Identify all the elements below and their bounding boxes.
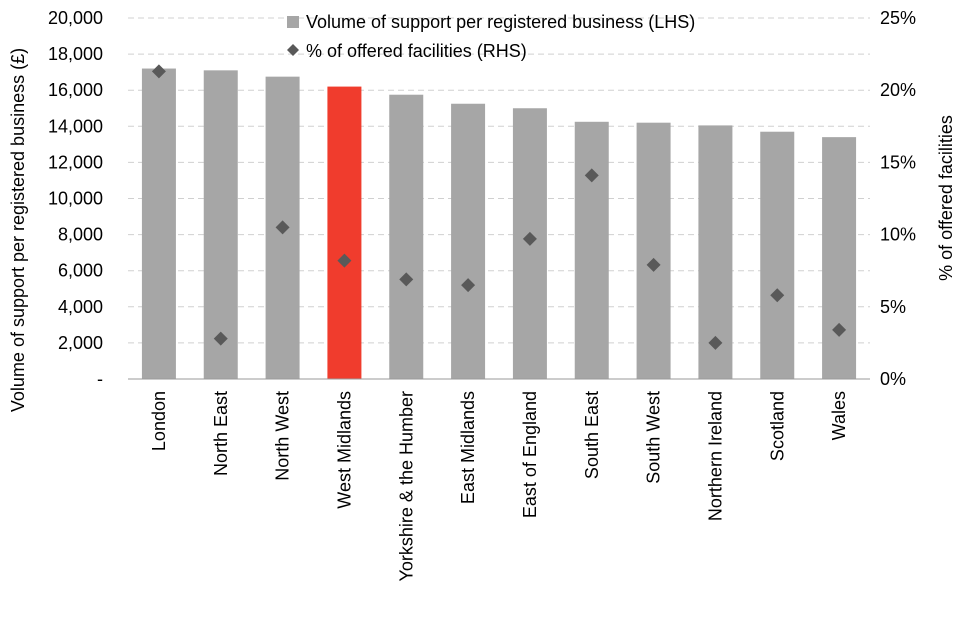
bar — [636, 122, 671, 379]
y-tick-label-right: 10% — [880, 225, 916, 245]
legend-swatch-diamond — [287, 44, 299, 56]
x-tick-label: East Midlands — [458, 391, 478, 504]
x-tick-label: North East — [211, 391, 231, 476]
category-labels: London North East North West West Midlands Y… — [149, 391, 849, 581]
right-ticks: 0% 5% 10% 15% 20% 25% — [880, 8, 916, 389]
x-tick-label: Northern Ireland — [705, 391, 725, 521]
legend-swatch-bar — [287, 16, 299, 28]
y-axis-title-right: % of offered facilities — [936, 115, 956, 281]
y-tick-label-left: 10,000 — [48, 189, 103, 209]
data-point — [399, 272, 414, 287]
bar — [760, 131, 795, 379]
y-tick-label-left: 2,000 — [58, 333, 103, 353]
data-point — [646, 257, 661, 272]
data-point — [461, 278, 476, 293]
data-point — [213, 331, 228, 346]
x-tick-label: North West — [273, 391, 293, 481]
bar — [574, 121, 609, 379]
x-tick-label: Yorkshire & the Humber — [396, 391, 416, 581]
data-point — [832, 322, 847, 337]
y-axis-title-left: Volume of support per registered busines… — [8, 48, 28, 412]
points — [151, 64, 847, 350]
y-tick-label-left: 8,000 — [58, 225, 103, 245]
y-tick-label-left: - — [97, 369, 103, 389]
y-tick-label-right: 5% — [880, 297, 906, 317]
y-tick-label-right: 20% — [880, 80, 916, 100]
gridlines — [128, 17, 870, 344]
legend-label-scatter: % of offered facilities (RHS) — [306, 41, 527, 61]
y-tick-label-left: 12,000 — [48, 152, 103, 172]
bar — [203, 70, 238, 379]
x-tick-label: South East — [582, 391, 602, 479]
y-tick-label-right: 15% — [880, 152, 916, 172]
x-tick-label: East of England — [520, 391, 540, 518]
data-point — [337, 253, 352, 268]
x-tick-label: Scotland — [767, 391, 787, 461]
legend-label-bar: Volume of support per registered busines… — [306, 12, 695, 32]
y-tick-label-left: 4,000 — [58, 297, 103, 317]
x-tick-label: Wales — [829, 391, 849, 440]
legend: Volume of support per registered busines… — [287, 12, 695, 61]
data-point — [151, 64, 166, 79]
bars — [141, 68, 857, 380]
bar — [327, 86, 362, 379]
bar — [451, 103, 486, 380]
x-tick-label: South West — [644, 391, 664, 484]
bar — [141, 68, 176, 379]
bar — [389, 94, 424, 380]
bar — [822, 137, 857, 379]
data-point — [522, 231, 537, 246]
data-point — [770, 288, 785, 303]
y-tick-label-right: 0% — [880, 369, 906, 389]
left-ticks: - 2,000 4,000 6,000 8,000 10,000 12,000 14,000 1… — [48, 8, 103, 389]
y-tick-label-left: 14,000 — [48, 116, 103, 136]
data-point — [708, 335, 723, 350]
y-tick-label-left: 20,000 — [48, 8, 103, 28]
y-tick-label-left: 6,000 — [58, 261, 103, 281]
y-tick-label-left: 18,000 — [48, 44, 103, 64]
y-tick-label-right: 25% — [880, 8, 916, 28]
x-tick-label: London — [149, 391, 169, 451]
x-tick-label: West Midlands — [334, 391, 354, 509]
data-point — [275, 220, 290, 235]
y-tick-label-left: 16,000 — [48, 80, 103, 100]
data-point — [584, 168, 599, 183]
